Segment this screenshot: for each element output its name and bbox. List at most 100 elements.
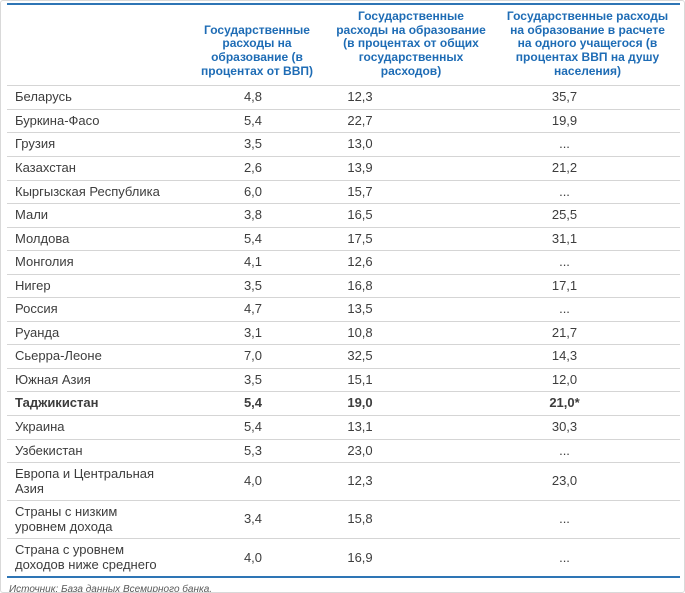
value-cell: 5,4 [187, 108, 327, 133]
value-cell: 25,5 [495, 203, 680, 228]
footnotes: Источник: База данных Всемирного банка. … [7, 583, 678, 593]
value-cell: 13,9 [327, 156, 495, 181]
value-cell: 5,4 [187, 415, 327, 440]
country-cell: Руанда [7, 320, 187, 345]
value-cell: 12,6 [327, 250, 495, 275]
value-cell: 3,4 [187, 500, 327, 539]
country-cell: Мали [7, 203, 187, 228]
value-cell: ... [495, 132, 680, 157]
value-cell: ... [495, 179, 680, 204]
value-cell: 5,4 [187, 226, 327, 251]
value-cell: 6,0 [187, 179, 327, 204]
country-cell: Страны с низким уровнем дохода [7, 500, 187, 539]
value-cell: 7,0 [187, 344, 327, 369]
value-cell: ... [495, 250, 680, 275]
table-row: Руанда 3,1 10,8 21,7 [7, 320, 680, 345]
value-cell: 5,4 [187, 391, 327, 416]
country-cell: Молдова [7, 226, 187, 251]
table-row: Беларусь 4,8 12,3 35,7 [7, 85, 680, 110]
header-expenditure-per-student-label: Государственные расходы на образование в… [506, 9, 669, 78]
value-cell: 31,1 [495, 226, 680, 251]
value-cell: 2,6 [187, 156, 327, 181]
country-cell: Южная Азия [7, 367, 187, 392]
header-country [7, 4, 187, 86]
country-cell: Монголия [7, 250, 187, 275]
value-cell: ... [495, 500, 680, 539]
country-cell: Страна с уровнем доходов ниже среднего [7, 538, 187, 579]
value-cell: 15,7 [327, 179, 495, 204]
table-row: Страны с низким уровнем дохода 3,4 15,8... [7, 500, 680, 539]
country-cell: Украина [7, 415, 187, 440]
country-cell: Грузия [7, 132, 187, 157]
table-row: Страна с уровнем доходов ниже среднего 4,… [7, 538, 680, 579]
table-row: Таджикистан 5,4 19,0 21,0* [7, 391, 680, 416]
value-cell: 10,8 [327, 320, 495, 345]
value-cell: 32,5 [327, 344, 495, 369]
table-row: Грузия 3,5 13,0... [7, 132, 680, 157]
value-cell: 4,8 [187, 85, 327, 110]
value-cell: 13,1 [327, 415, 495, 440]
table-row: Казахстан 2,6 13,9 21,2 [7, 156, 680, 181]
table-row: Нигер 3,5 16,8 17,1 [7, 273, 680, 298]
value-cell: 3,5 [187, 132, 327, 157]
value-cell: 3,5 [187, 273, 327, 298]
value-cell: ... [495, 538, 680, 579]
table-row: Украина 5,4 13,1 30,3 [7, 415, 680, 440]
source-note: Источник: База данных Всемирного банка. [9, 584, 213, 593]
table-body: Беларусь 4,8 12,3 35,7 Буркина-Фасо 5,4 22,7 19… [7, 85, 680, 579]
table-row: Молдова 5,4 17,5 31,1 [7, 226, 680, 251]
country-cell: Таджикистан [7, 391, 187, 416]
value-cell: 30,3 [495, 415, 680, 440]
value-cell: 21,2 [495, 156, 680, 181]
header-expenditure-gdp-label: Государственные расходы на образование (… [201, 22, 313, 78]
value-cell: 12,0 [495, 367, 680, 392]
header-expenditure-per-student: Государственные расходы на образование в… [495, 4, 680, 86]
value-cell: 14,3 [495, 344, 680, 369]
value-cell: 13,0 [327, 132, 495, 157]
value-cell: 16,5 [327, 203, 495, 228]
table-row: Сьерра-Леоне 7,0 32,5 14,3 [7, 344, 680, 369]
table-row: Монголия 4,1 12,6... [7, 250, 680, 275]
value-cell: 3,1 [187, 320, 327, 345]
value-cell: 21,0* [495, 391, 680, 416]
table-row: Россия 4,7 13,5... [7, 297, 680, 322]
value-cell: 4,0 [187, 462, 327, 501]
value-cell: 19,0 [327, 391, 495, 416]
value-cell: 3,5 [187, 367, 327, 392]
value-cell: 15,1 [327, 367, 495, 392]
header-row: Государственные расходы на образование (… [7, 4, 680, 86]
table-row: Южная Азия 3,5 15,1 12,0 [7, 367, 680, 392]
country-cell: Кыргызская Республика [7, 179, 187, 204]
country-cell: Нигер [7, 273, 187, 298]
header-expenditure-total-gov: Государственные расходы на образование (… [327, 4, 495, 86]
value-cell: 17,1 [495, 273, 680, 298]
value-cell: ... [495, 438, 680, 463]
header-expenditure-total-gov-label: Государственные расходы на образование (… [336, 9, 486, 78]
value-cell: 13,5 [327, 297, 495, 322]
value-cell: 35,7 [495, 85, 680, 110]
value-cell: 22,7 [327, 108, 495, 133]
value-cell: 4,7 [187, 297, 327, 322]
table-row: Мали 3,8 16,5 25,5 [7, 203, 680, 228]
value-cell: 21,7 [495, 320, 680, 345]
table-row: Узбекистан 5,3 23,0... [7, 438, 680, 463]
table-row: Кыргызская Республика 6,0 15,7... [7, 179, 680, 204]
value-cell: 16,9 [327, 538, 495, 579]
table-row: Европа и Центральная Азия 4,0 12,3 23,0 [7, 462, 680, 501]
value-cell: 3,8 [187, 203, 327, 228]
table-row: Буркина-Фасо 5,4 22,7 19,9 [7, 108, 680, 133]
value-cell: 23,0 [495, 462, 680, 501]
value-cell: 12,3 [327, 85, 495, 110]
value-cell: 12,3 [327, 462, 495, 501]
value-cell: 23,0 [327, 438, 495, 463]
country-cell: Россия [7, 297, 187, 322]
country-cell: Узбекистан [7, 438, 187, 463]
value-cell: 17,5 [327, 226, 495, 251]
value-cell: ... [495, 297, 680, 322]
country-cell: Буркина-Фасо [7, 108, 187, 133]
value-cell: 15,8 [327, 500, 495, 539]
country-cell: Казахстан [7, 156, 187, 181]
country-cell: Сьерра-Леоне [7, 344, 187, 369]
education-expenditure-table: Государственные расходы на образование (… [7, 3, 680, 579]
